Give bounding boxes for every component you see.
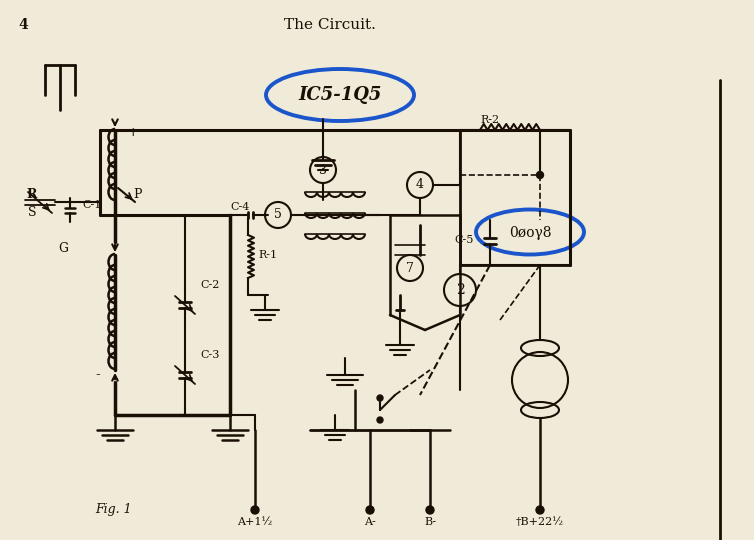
Text: Fig. 1: Fig. 1 [95, 503, 132, 516]
Text: 0øoγ8: 0øoγ8 [509, 226, 551, 240]
Text: +: + [128, 126, 139, 139]
Text: 3: 3 [319, 164, 327, 177]
Circle shape [366, 506, 374, 514]
Circle shape [537, 172, 544, 179]
Text: B-: B- [424, 517, 436, 527]
Circle shape [251, 506, 259, 514]
Text: 2: 2 [455, 283, 464, 297]
Text: P: P [133, 188, 142, 201]
Circle shape [377, 395, 383, 401]
Text: 4: 4 [18, 18, 28, 32]
Text: R-2: R-2 [480, 115, 500, 125]
Text: 7: 7 [406, 261, 414, 274]
Text: A-: A- [364, 517, 376, 527]
Circle shape [426, 506, 434, 514]
Text: C-4: C-4 [230, 202, 250, 212]
Text: S: S [28, 206, 36, 219]
Text: C-5: C-5 [455, 235, 474, 245]
Text: C-3: C-3 [200, 350, 219, 360]
Text: The Circuit.: The Circuit. [284, 18, 376, 32]
Text: R-1: R-1 [258, 250, 277, 260]
Text: †B+22½: †B+22½ [516, 517, 564, 527]
Circle shape [377, 417, 383, 423]
Text: C-2: C-2 [200, 280, 219, 290]
Text: C-1: C-1 [82, 200, 101, 210]
Text: 4: 4 [416, 179, 424, 192]
Text: G: G [58, 241, 68, 254]
Text: A+1½: A+1½ [238, 517, 273, 527]
Text: IC5-1Q5: IC5-1Q5 [299, 86, 382, 104]
Text: 5: 5 [274, 208, 282, 221]
Text: -: - [95, 368, 100, 382]
Circle shape [536, 506, 544, 514]
Text: R: R [27, 188, 37, 201]
